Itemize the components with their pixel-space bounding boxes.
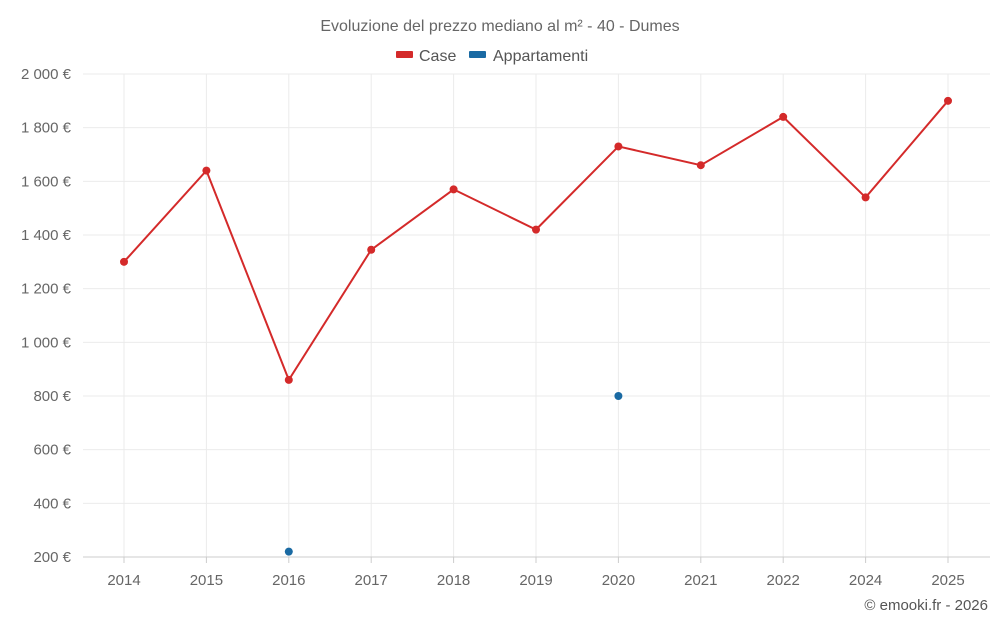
x-tick-label: 2020 xyxy=(602,572,635,589)
data-point-appartamenti[interactable] xyxy=(284,547,293,556)
data-point-case[interactable] xyxy=(202,166,211,175)
x-tick-label: 2015 xyxy=(190,572,223,589)
legend-swatch xyxy=(396,51,413,58)
data-point-case[interactable] xyxy=(779,112,788,121)
y-tick-label: 800 € xyxy=(33,388,71,405)
x-tick-label: 2021 xyxy=(684,572,717,589)
data-point-case[interactable] xyxy=(696,161,705,170)
legend-label: Appartamenti xyxy=(493,48,588,65)
y-tick-label: 1 200 € xyxy=(21,281,72,298)
grid xyxy=(83,73,990,558)
y-tick-label: 1 000 € xyxy=(21,334,72,351)
data-point-case[interactable] xyxy=(614,142,623,151)
x-tick-label: 2022 xyxy=(767,572,800,589)
data-point-appartamenti[interactable] xyxy=(614,392,623,400)
data-point-case[interactable] xyxy=(449,185,458,194)
x-tick-label: 2014 xyxy=(107,572,140,589)
y-tick-label: 400 € xyxy=(33,495,71,512)
data-point-case[interactable] xyxy=(284,375,293,384)
legend-label: Case xyxy=(419,48,456,65)
y-tick-label: 600 € xyxy=(33,442,71,459)
y-tick-label: 1 600 € xyxy=(21,173,72,190)
series xyxy=(120,96,952,556)
data-point-case[interactable] xyxy=(367,245,376,254)
y-tick-label: 1 800 € xyxy=(21,120,72,137)
legend-item-case[interactable]: Case xyxy=(396,48,456,65)
y-tick-label: 2 000 € xyxy=(21,66,72,83)
legend-item-appartamenti[interactable]: Appartamenti xyxy=(469,48,588,65)
x-tick-label: 2019 xyxy=(519,572,552,589)
axes: 200 € 400 € 600 € 800 € 1 000 € 1 200 € 1 400 … xyxy=(21,66,990,589)
x-tick-label: 2016 xyxy=(272,572,305,589)
data-point-case[interactable] xyxy=(861,193,870,202)
data-point-case[interactable] xyxy=(532,225,540,234)
y-tick-label: 1 400 € xyxy=(21,227,72,244)
data-point-case[interactable] xyxy=(120,257,128,266)
x-tick-label: 2017 xyxy=(355,572,388,589)
y-tick-label: 200 € xyxy=(33,549,71,566)
x-tick-label: 2018 xyxy=(437,572,470,589)
x-tick-label: 2024 xyxy=(849,572,882,589)
data-point-case[interactable] xyxy=(944,96,952,105)
legend-swatch xyxy=(469,51,486,58)
credit-text: © emooki.fr - 2026 xyxy=(864,597,988,614)
x-tick-label: 2025 xyxy=(931,572,964,589)
chart-title: Evoluzione del prezzo mediano al m² - 40… xyxy=(320,18,679,35)
legend[interactable]: Case Appartamenti xyxy=(396,48,588,65)
